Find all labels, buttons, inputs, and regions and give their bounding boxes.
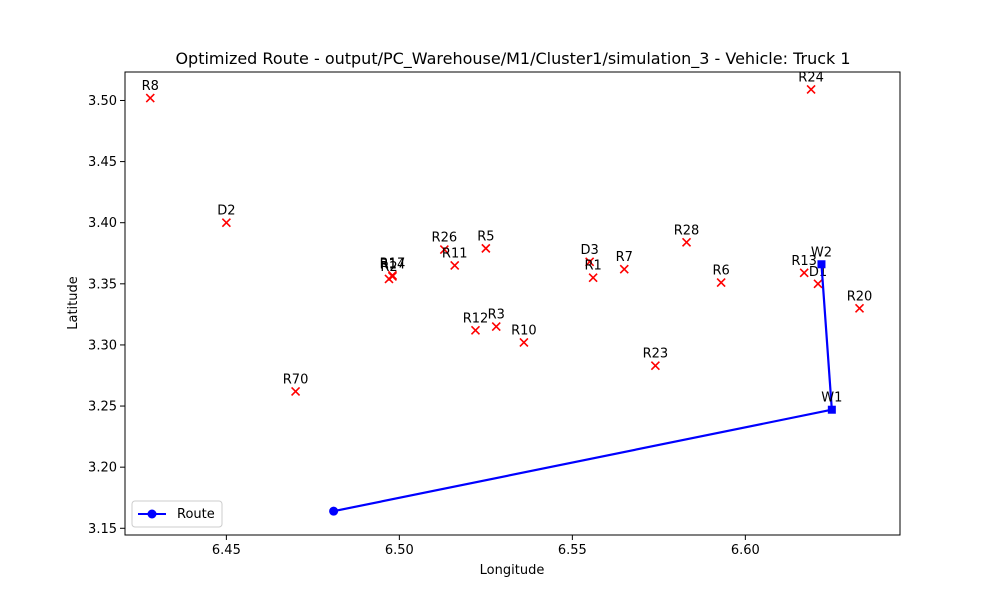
location-marker-r3 [491, 322, 501, 332]
location-label-r2: R2 [380, 260, 397, 275]
route-start-marker [329, 506, 339, 516]
legend: Route [131, 500, 223, 528]
location-marker-r13 [799, 268, 809, 278]
location-marker-r12 [470, 325, 481, 335]
y-tick-label: 3.40 [88, 216, 117, 231]
y-tick-label: 3.25 [88, 400, 117, 415]
y-axis-label: Latitude [66, 276, 81, 330]
location-label-r26: R26 [432, 231, 458, 246]
location-marker-r8 [145, 93, 155, 103]
location-label-r11: R11 [442, 246, 468, 261]
location-marker-r5 [481, 243, 491, 253]
location-marker-d2 [221, 218, 231, 228]
location-label-r28: R28 [674, 223, 700, 238]
location-marker-r11 [450, 260, 460, 271]
location-label-r17: R17 [380, 256, 406, 271]
route-stop-label-w1: W1 [821, 391, 842, 406]
x-axis-label: Longitude [480, 563, 545, 578]
location-marker-r23 [650, 361, 660, 371]
location-label-r20: R20 [847, 289, 873, 304]
location-label-r3: R3 [488, 308, 505, 323]
plot-area: 6.45 6.50 6.55 6.60 3.15 3.20 3.25 3.30 3.35 3.40… [88, 70, 872, 558]
location-label-r7: R7 [616, 250, 633, 265]
legend-route-marker [147, 509, 157, 519]
x-tick-label: 6.45 [212, 543, 241, 558]
location-marker-r20 [854, 303, 865, 313]
legend-route-label: Route [177, 507, 215, 522]
location-label-r8: R8 [142, 79, 159, 94]
location-label-r23: R23 [643, 347, 669, 362]
legend-box [131, 500, 223, 528]
y-tick-label: 3.35 [88, 277, 117, 292]
y-tick-label: 3.20 [88, 461, 117, 476]
location-label-r14: R14 [380, 257, 406, 272]
location-label-d3: D3 [581, 243, 599, 258]
route-stop-label-w2: W2 [811, 245, 832, 260]
location-marker-r70 [291, 386, 301, 396]
y-tick-label: 3.30 [88, 338, 117, 353]
location-label-r5: R5 [477, 229, 494, 244]
location-label-r13: R13 [791, 254, 817, 269]
location-label-r24: R24 [798, 70, 824, 85]
location-marker-r10 [519, 337, 529, 348]
x-tick-label: 6.55 [558, 543, 587, 558]
location-marker-d3 [585, 257, 595, 267]
location-label-r6: R6 [712, 264, 729, 279]
location-label-r10: R10 [511, 323, 537, 338]
y-tick-label: 3.15 [88, 522, 117, 537]
location-marker-r6 [716, 278, 726, 288]
y-tick-label: 3.45 [88, 155, 117, 170]
plot-frame [124, 71, 901, 536]
x-tick-label: 6.50 [385, 543, 414, 558]
location-marker-r28 [681, 237, 692, 247]
y-tick-label: 3.50 [88, 94, 117, 109]
route-stop-marker-w1 [827, 405, 836, 414]
route-stop-marker-w2 [817, 260, 826, 269]
location-marker-r17 [387, 270, 398, 280]
location-label-d2: D2 [217, 204, 235, 219]
location-label-r1: R1 [584, 259, 601, 274]
chart-title: Optimized Route - output/PC_Warehouse/M1… [175, 49, 850, 69]
location-marker-r1 [588, 273, 598, 283]
location-label-r12: R12 [463, 311, 489, 326]
x-tick-label: 6.60 [731, 543, 760, 558]
location-marker-r7 [619, 264, 629, 274]
location-label-r70: R70 [283, 372, 309, 387]
location-marker-d1 [813, 279, 823, 289]
location-marker-r26 [439, 245, 449, 255]
location-marker-r24 [806, 84, 816, 95]
